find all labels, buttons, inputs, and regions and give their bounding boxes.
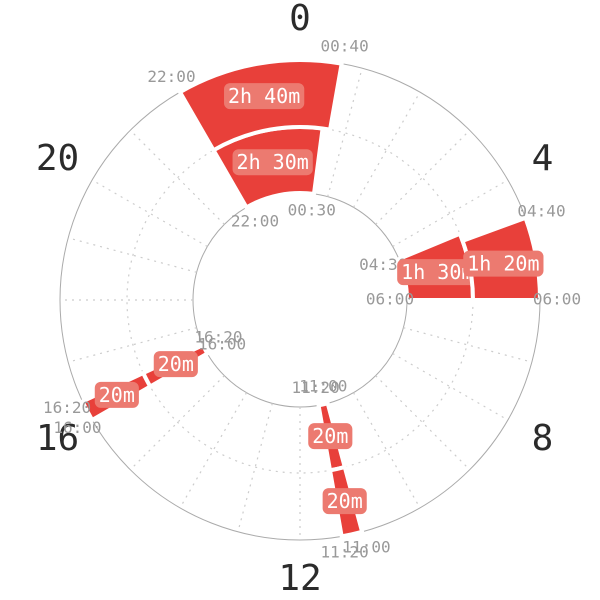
duration-label-bg <box>397 259 478 286</box>
duration-label-bg <box>94 381 139 408</box>
start-time-label: 22:00 <box>147 67 195 86</box>
hour-label: 20 <box>36 138 79 179</box>
radial-grid-line <box>129 375 225 471</box>
end-time-label: 06:00 <box>533 290 581 309</box>
end-time-label: 00:30 <box>288 200 336 219</box>
end-time-label: 16:20 <box>43 398 91 417</box>
hour-label: 16 <box>36 418 79 459</box>
end-time-label: 11:20 <box>292 378 340 397</box>
radial-grid-line <box>129 129 225 225</box>
hour-label: 8 <box>532 418 554 459</box>
hour-label: 0 <box>289 0 311 39</box>
radial-grid-line <box>375 129 471 225</box>
radial-grid-line <box>392 179 509 248</box>
radial-grid-line <box>352 392 421 509</box>
duration-label-bg <box>308 423 353 450</box>
duration-label: 1h 20m <box>467 252 539 276</box>
start-time-label: 22:00 <box>231 212 279 231</box>
end-time-label: 11:20 <box>321 543 369 562</box>
radial-grid-line <box>68 327 197 363</box>
end-time-label: 16:20 <box>194 328 242 347</box>
radial-grid-line <box>375 375 471 471</box>
hour-label: 4 <box>532 138 554 179</box>
radial-grid-line <box>179 392 248 509</box>
end-time-label: 06:00 <box>366 290 414 309</box>
end-time-label: 00:40 <box>321 36 369 55</box>
start-time-label: 16:00 <box>198 335 246 354</box>
start-time-label: 11:00 <box>299 376 347 395</box>
radial-grid-line <box>91 179 208 248</box>
duration-label-bg <box>463 250 544 277</box>
start-time-label: 04:30 <box>359 255 407 274</box>
start-time-label: 04:40 <box>517 202 565 221</box>
start-time-label: 16:00 <box>53 418 101 437</box>
duration-label-bg <box>232 149 313 176</box>
duration-label: 20m <box>312 424 348 448</box>
duration-label: 1h 30m <box>401 260 473 284</box>
radial-grid-line <box>352 91 421 208</box>
duration-label-bg <box>224 83 305 110</box>
radial-grid-line <box>327 68 363 197</box>
start-time-label: 11:00 <box>342 538 390 557</box>
radial-grid-line <box>237 403 273 532</box>
duration-label: 2h 40m <box>228 84 300 108</box>
duration-label: 20m <box>99 383 135 407</box>
duration-label-bg <box>153 351 198 378</box>
radial-grid-line <box>68 237 197 273</box>
duration-label-bg <box>322 488 367 515</box>
duration-label: 20m <box>158 352 194 376</box>
hour-label: 12 <box>278 558 321 599</box>
duration-label: 20m <box>327 489 363 513</box>
duration-label: 2h 30m <box>237 150 309 174</box>
radial-grid-line <box>392 352 509 421</box>
radial-grid-line <box>403 327 532 363</box>
